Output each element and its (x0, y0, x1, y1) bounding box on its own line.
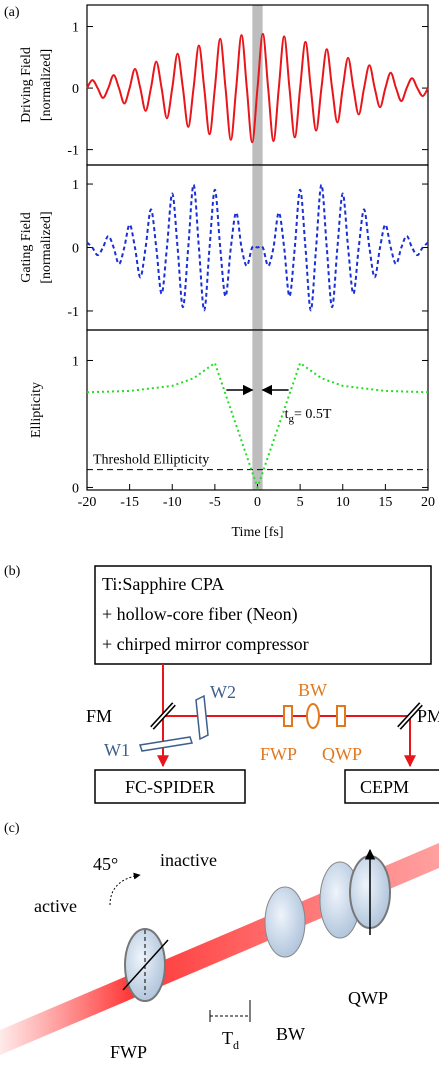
component-label: W1 (104, 740, 130, 760)
label-sub: d (233, 1038, 239, 1052)
threshold-label: Threshold Ellipticity (93, 453, 209, 468)
gate-label: tg= 0.5T (285, 407, 332, 425)
mirror (151, 703, 175, 729)
x-tick-label: -5 (209, 495, 221, 510)
illustration-label: active (34, 896, 77, 916)
bw-plate (264, 886, 306, 958)
label-main: T (222, 1028, 233, 1048)
source-line: + hollow-core fiber (Neon) (102, 604, 298, 625)
component-label: FM (86, 706, 112, 726)
y-axis-label: [normalized] (39, 211, 54, 283)
component-label: QWP (322, 744, 362, 764)
label-main: t (285, 407, 289, 422)
detector-label: FC-SPIDER (125, 777, 215, 797)
setup: Ti:Sapphire CPA + hollow-core fiber (Neo… (86, 565, 439, 804)
x-tick-label: 5 (297, 495, 304, 510)
rotation-arrow (109, 872, 141, 906)
x-tick-label: 20 (421, 495, 435, 510)
x-tick-label: 15 (378, 495, 392, 510)
panel-label: (b) (4, 564, 21, 579)
y-tick-label: 0 (72, 82, 79, 97)
data-line (86, 32, 429, 144)
y-tick-label: 1 (72, 354, 79, 369)
illustration-label: FWP (110, 1042, 147, 1062)
x-tick-label: 0 (254, 495, 261, 510)
gate-shade (252, 330, 263, 490)
illustration-label: BW (276, 1024, 305, 1044)
x-tick-label: -20 (78, 495, 97, 510)
source-line: + chirped mirror compressor (102, 634, 309, 654)
data-line (86, 361, 429, 491)
x-axis-label: Time [fs] (232, 525, 284, 540)
illustration-label: inactive (160, 850, 217, 870)
y-tick-label: 1 (72, 21, 79, 36)
mirror (398, 703, 422, 729)
y-axis-label: [normalized] (39, 49, 54, 121)
x-tick-label: 10 (336, 495, 350, 510)
illustration-label: 45° (93, 854, 118, 874)
component-label: W2 (210, 682, 236, 702)
axis-line (122, 939, 169, 991)
illustration-label: QWP (348, 988, 388, 1008)
y-tick-label: 1 (72, 178, 79, 193)
y-tick-label: -1 (67, 305, 79, 320)
source-line: Ti:Sapphire CPA (102, 574, 224, 594)
detector-box (344, 769, 439, 804)
waveplate (283, 705, 293, 727)
wedge (139, 736, 193, 752)
panel-label: (c) (4, 821, 20, 836)
y-tick-label: 0 (72, 242, 79, 257)
wedge (195, 694, 209, 741)
y-axis-label: Driving Field (19, 47, 34, 123)
label-rest: = 0.5T (294, 407, 332, 422)
brewster-window (306, 703, 320, 729)
x-tick-label: -10 (163, 495, 182, 510)
panel-label: (a) (4, 5, 20, 20)
illustration: 45° inactive active FWP Td BW QWP (0, 843, 439, 1062)
data-line (86, 183, 429, 312)
source-box (94, 565, 432, 665)
y-axis-label: Ellipticity (29, 382, 44, 438)
detector-label: CEPM (360, 777, 409, 797)
component-label: FWP (260, 744, 297, 764)
label-sub: g (289, 413, 295, 425)
x-tick-label: -15 (120, 495, 139, 510)
illustration-label: Td (222, 1028, 239, 1052)
detector-box (94, 769, 246, 804)
component-label: PM (417, 706, 439, 726)
y-axis-label: Gating Field (19, 212, 34, 282)
y-tick-label: 0 (72, 481, 79, 496)
y-tick-label: -1 (67, 144, 79, 159)
component-label: BW (298, 680, 327, 700)
waveplate (336, 705, 346, 727)
